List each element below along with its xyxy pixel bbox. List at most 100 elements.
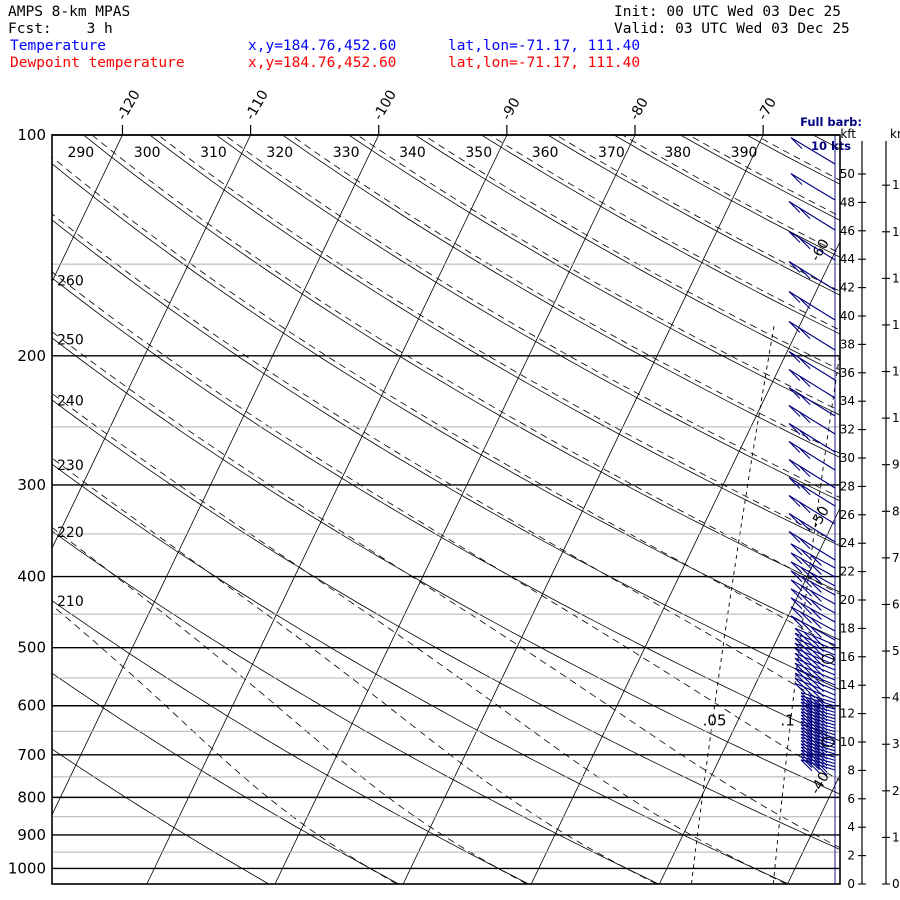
wind-barb-flag <box>808 736 820 748</box>
wind-barb-flag <box>798 375 811 388</box>
wind-barb-shaft <box>794 627 836 646</box>
header-temperature-label: Temperature <box>10 38 107 54</box>
wind-barb-flag <box>788 387 801 399</box>
wind-barb-flag <box>800 714 813 727</box>
wind-barb-shaft <box>790 543 836 569</box>
wind-barb-shaft <box>790 615 836 641</box>
dry-adiabat <box>215 135 840 502</box>
wind-barb-flag <box>800 705 813 717</box>
kft-tick-label: 32 <box>840 423 855 437</box>
wind-calm-circle <box>821 653 835 665</box>
km-tick-label: 5. <box>892 644 900 658</box>
wind-barb-flag <box>803 631 816 644</box>
wind-barb-flag <box>815 738 828 751</box>
dry-adiabat <box>348 135 840 416</box>
wind-barb-flag <box>800 740 813 752</box>
wind-barb-shaft <box>794 652 836 671</box>
theta-left-label: 250 <box>57 332 84 348</box>
wind-barb-shaft <box>800 692 836 704</box>
wind-barb-shaft <box>788 495 836 525</box>
wind-barb-shaft <box>788 423 836 453</box>
kft-tick-label: 40 <box>840 309 855 323</box>
wind-barb-shaft <box>790 552 836 578</box>
wind-barb-flag <box>815 706 828 719</box>
wind-barb-flag <box>798 537 811 550</box>
wind-barb-shaft <box>794 662 836 681</box>
dry-adiabat <box>52 672 399 884</box>
header-dewpoint-latlon: lat,lon=-71.17, 111.40 <box>448 55 641 71</box>
wind-barb-flag <box>800 620 813 633</box>
mixing-ratio-line <box>772 349 840 884</box>
theta-left-label: 260 <box>57 274 84 290</box>
wind-barb-flag <box>798 465 811 478</box>
wind-barb-flag <box>798 327 811 340</box>
theta-left-label: 210 <box>57 594 84 610</box>
wind-barb-flag <box>809 581 822 593</box>
moist-adiabat <box>52 392 787 884</box>
km-tick-label: 3. <box>892 737 900 751</box>
wind-barb-flag <box>790 173 803 185</box>
wind-barb-flag <box>788 351 801 363</box>
wind-barb-flag <box>808 739 820 752</box>
wind-barb-flag <box>815 725 828 738</box>
wind-barb-shaft <box>788 351 836 381</box>
kft-tick-label: 6 <box>847 792 855 806</box>
wind-barb-flag <box>808 697 820 710</box>
wind-barb-flag <box>794 637 807 650</box>
wind-barb-flag <box>800 724 813 736</box>
wind-barb-flag <box>808 710 820 723</box>
kft-tick-label: 30 <box>840 451 855 465</box>
wind-barb-flag <box>788 231 801 243</box>
dry-adiabat <box>480 135 840 335</box>
km-tick-label: 7. <box>892 551 900 565</box>
km-tick-label: 1. <box>892 830 900 844</box>
wind-barb-flag <box>808 752 820 764</box>
wind-barb-flag <box>800 698 813 711</box>
wind-barb-flag <box>788 321 801 333</box>
header-temperature-latlon: lat,lon=-71.17, 111.40 <box>448 38 641 54</box>
wind-barb-flag <box>798 519 811 532</box>
wind-barb-shaft <box>788 513 836 543</box>
wind-barb-shaft <box>788 459 836 489</box>
wind-barb-flag <box>800 584 813 597</box>
pressure-tick-label: 200 <box>17 347 46 365</box>
wind-barb-flag <box>794 647 807 660</box>
wind-barb-flag <box>794 672 807 685</box>
kft-tick-label: 24 <box>840 536 855 550</box>
wind-barb-flag <box>788 201 801 213</box>
moist-adiabat <box>754 135 840 181</box>
wind-barb-flag <box>809 617 822 629</box>
moist-adiabat <box>356 135 840 412</box>
wind-barb-flag <box>790 579 803 592</box>
wind-barb-flag <box>800 602 813 615</box>
wind-barb-flag <box>800 692 813 704</box>
wind-barb-flag <box>815 715 828 728</box>
wind-barb-flag <box>809 572 822 584</box>
wind-barb-flag <box>800 593 813 606</box>
wind-barb-flag <box>800 753 813 765</box>
dry-adiabat <box>52 600 529 884</box>
pressure-tick-label: 600 <box>17 697 46 715</box>
moist-adiabat <box>52 213 840 713</box>
dry-adiabat <box>281 135 840 458</box>
wind-barb-flag <box>809 563 822 575</box>
kft-tick-label: 14 <box>840 678 855 692</box>
isotherm <box>274 135 636 884</box>
theta-top-label: 320 <box>266 145 293 161</box>
kft-axis-title: kft <box>840 127 856 141</box>
moist-adiabat <box>52 457 657 884</box>
wind-barb-flag <box>794 657 807 670</box>
kft-tick-label: 16 <box>840 650 855 664</box>
theta-left-label: 220 <box>57 525 84 541</box>
wind-barb-flag <box>794 652 807 665</box>
wind-barb-shaft <box>788 201 836 231</box>
moist-adiabat <box>52 526 527 884</box>
wind-barb-flag <box>788 423 801 435</box>
wind-barb-flag <box>790 597 803 610</box>
wind-barb-shaft <box>788 405 836 435</box>
wind-barb-flag <box>815 741 828 754</box>
header-init: Init: 00 UTC Wed 03 Dec 25 <box>614 4 841 20</box>
wind-barb-shaft <box>788 369 836 399</box>
top-isotherm-label: -80 <box>627 95 652 123</box>
wind-barb-shaft <box>794 657 836 676</box>
